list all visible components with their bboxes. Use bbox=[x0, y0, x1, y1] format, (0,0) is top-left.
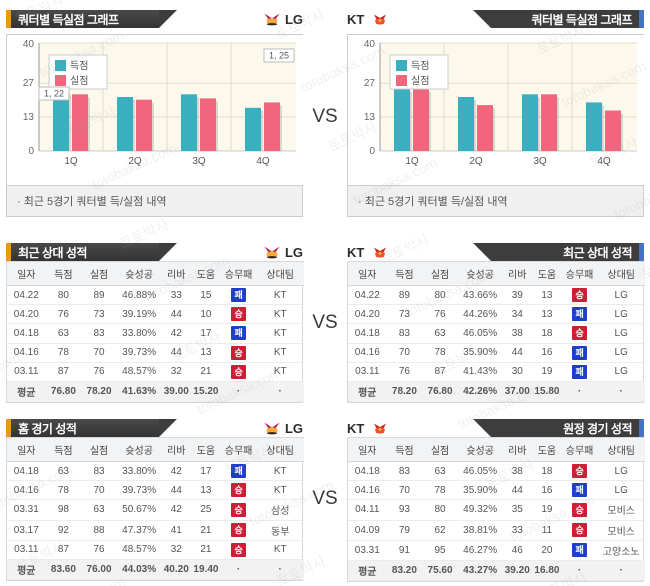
svg-text:2Q: 2Q bbox=[128, 156, 142, 167]
svg-text:실점: 실점 bbox=[70, 75, 88, 87]
svg-text:40: 40 bbox=[364, 39, 376, 50]
svg-text:득점: 득점 bbox=[411, 60, 429, 72]
svg-text:27: 27 bbox=[364, 78, 376, 89]
svg-text:1Q: 1Q bbox=[64, 156, 78, 167]
svg-text:27: 27 bbox=[23, 78, 35, 89]
svg-text:0: 0 bbox=[369, 146, 375, 157]
svg-text:3Q: 3Q bbox=[192, 156, 206, 167]
svg-text:40: 40 bbox=[23, 39, 35, 50]
svg-text:2Q: 2Q bbox=[469, 156, 483, 167]
svg-text:1, 22: 1, 22 bbox=[44, 89, 64, 99]
svg-text:0: 0 bbox=[28, 146, 34, 157]
svg-text:득점: 득점 bbox=[70, 60, 88, 72]
svg-text:3Q: 3Q bbox=[533, 156, 547, 167]
svg-text:4Q: 4Q bbox=[256, 156, 270, 167]
svg-text:1Q: 1Q bbox=[405, 156, 419, 167]
svg-text:실점: 실점 bbox=[411, 75, 429, 87]
svg-text:13: 13 bbox=[364, 112, 376, 123]
svg-text:4Q: 4Q bbox=[597, 156, 611, 167]
svg-text:1, 25: 1, 25 bbox=[269, 51, 289, 61]
svg-text:13: 13 bbox=[23, 112, 35, 123]
